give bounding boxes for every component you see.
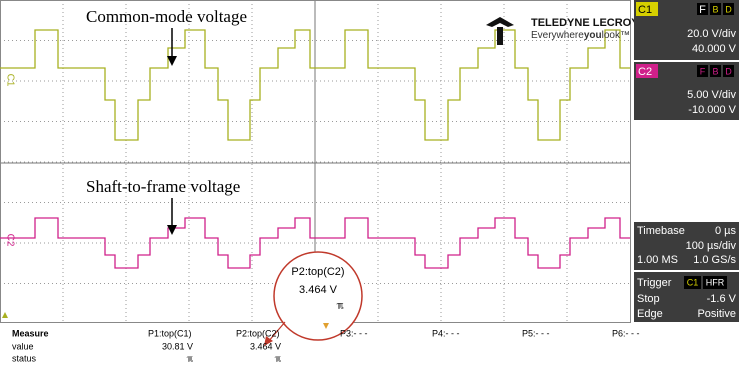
c1-scale: 20.0 V/div (687, 28, 736, 40)
timebase-delay: 0 µs (715, 225, 737, 237)
flag: D (725, 4, 732, 14)
c1-offset: 40.000 V (692, 43, 737, 55)
measure-header: P4:- - - (432, 328, 460, 338)
c1-name: C1 (638, 4, 652, 16)
measure-header: Measure (12, 328, 49, 338)
trigger-source: C1 (687, 277, 699, 287)
flag: B (712, 4, 718, 14)
flag: B (712, 66, 718, 76)
flag: F (699, 4, 706, 16)
measure-cell: 3.464 V (250, 341, 281, 351)
flag: F (700, 66, 706, 76)
trigger-type: Edge (637, 308, 663, 320)
callout-param: P2:top(C2) (291, 266, 344, 278)
c2-flags: F B D (697, 65, 734, 77)
measure-cell: 30.81 V (162, 341, 193, 351)
flag: D (725, 66, 732, 76)
measure-header: P2:top(C2) (236, 328, 280, 338)
channel-label: C1 (4, 74, 15, 87)
callout-value: 3.464 V (299, 284, 338, 296)
measure-row-label: status (12, 353, 37, 363)
trigger-mode: HFR (706, 277, 725, 287)
scope-screen: C1 C2 Common-mode voltage Shaft-to-frame… (0, 0, 739, 365)
c2-name: C2 (638, 66, 652, 78)
measure-row-label: value (12, 341, 34, 351)
timebase-samples: 1.00 MS (637, 254, 678, 266)
callout-status: ℼ (336, 301, 343, 312)
measure-cell: ℼ (275, 353, 282, 363)
timebase-scale: 100 µs/div (686, 240, 737, 252)
logo-brand: TELEDYNE LECROY (531, 17, 639, 29)
trigger-state: Stop (637, 293, 660, 305)
measure-header: P6:- - - (612, 328, 640, 338)
annotation: Shaft-to-frame voltage (86, 177, 240, 196)
channel-label: C2 (4, 234, 15, 247)
timebase-label: Timebase (637, 225, 685, 237)
measure-header: P3:- - - (340, 328, 368, 338)
trigger-slope: Positive (697, 308, 736, 320)
trigger-level: -1.6 V (707, 293, 737, 305)
annotation: Common-mode voltage (86, 7, 247, 26)
logo-tagline: Everywhereyoulook™ (531, 30, 630, 41)
timebase-rate: 1.0 GS/s (693, 254, 736, 266)
measure-header: P5:- - - (522, 328, 550, 338)
c2-scale: 5.00 V/div (687, 89, 736, 101)
measure-header: P1:top(C1) (148, 328, 192, 338)
c1-flags: F B D (697, 3, 734, 16)
c2-offset: -10.000 V (688, 104, 736, 116)
logo-mark (497, 27, 503, 45)
measure-cell: ℼ (187, 353, 194, 363)
trigger-label: Trigger (637, 277, 672, 289)
